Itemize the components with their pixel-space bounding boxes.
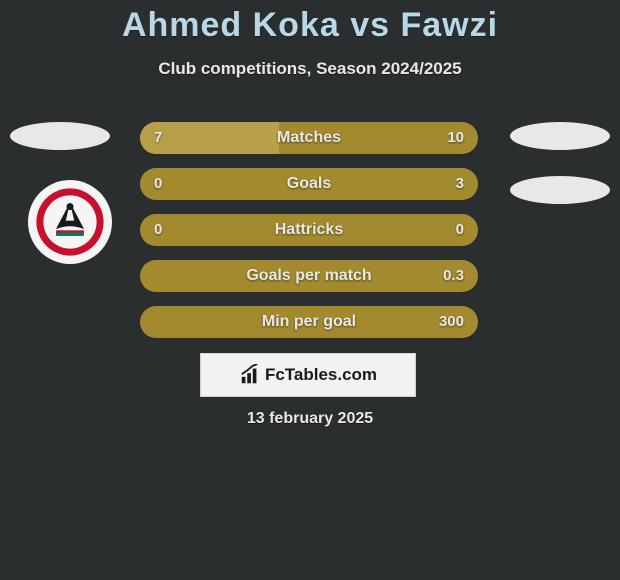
stat-row-matches: 710Matches [140, 122, 478, 154]
stat-label: Min per goal [140, 306, 478, 338]
stat-label: Matches [140, 122, 478, 154]
stat-label: Goals per match [140, 260, 478, 292]
stat-row-goals-per-match: 0.3Goals per match [140, 260, 478, 292]
stats-bars: 710Matches 03Goals 00Hattricks 0.3Goals per… [140, 122, 478, 352]
brand-text: FcTables.com [265, 365, 377, 385]
stat-label: Goals [140, 168, 478, 200]
stat-row-goals: 03Goals [140, 168, 478, 200]
stat-label: Hattricks [140, 214, 478, 246]
club-logo-left [28, 180, 112, 264]
stat-row-min-per-goal: 300Min per goal [140, 306, 478, 338]
page-title: Ahmed Koka vs Fawzi [0, 0, 620, 45]
date-text: 13 february 2025 [0, 410, 620, 428]
player-left-placeholder [10, 122, 110, 150]
player-right-placeholder [510, 122, 610, 150]
brand-box: FcTables.com [200, 353, 416, 397]
player-right-placeholder-2 [510, 176, 610, 204]
chart-icon [239, 364, 261, 386]
stat-row-hattricks: 00Hattricks [140, 214, 478, 246]
page-subtitle: Club competitions, Season 2024/2025 [0, 59, 620, 79]
al-ahly-logo-icon [35, 187, 105, 257]
